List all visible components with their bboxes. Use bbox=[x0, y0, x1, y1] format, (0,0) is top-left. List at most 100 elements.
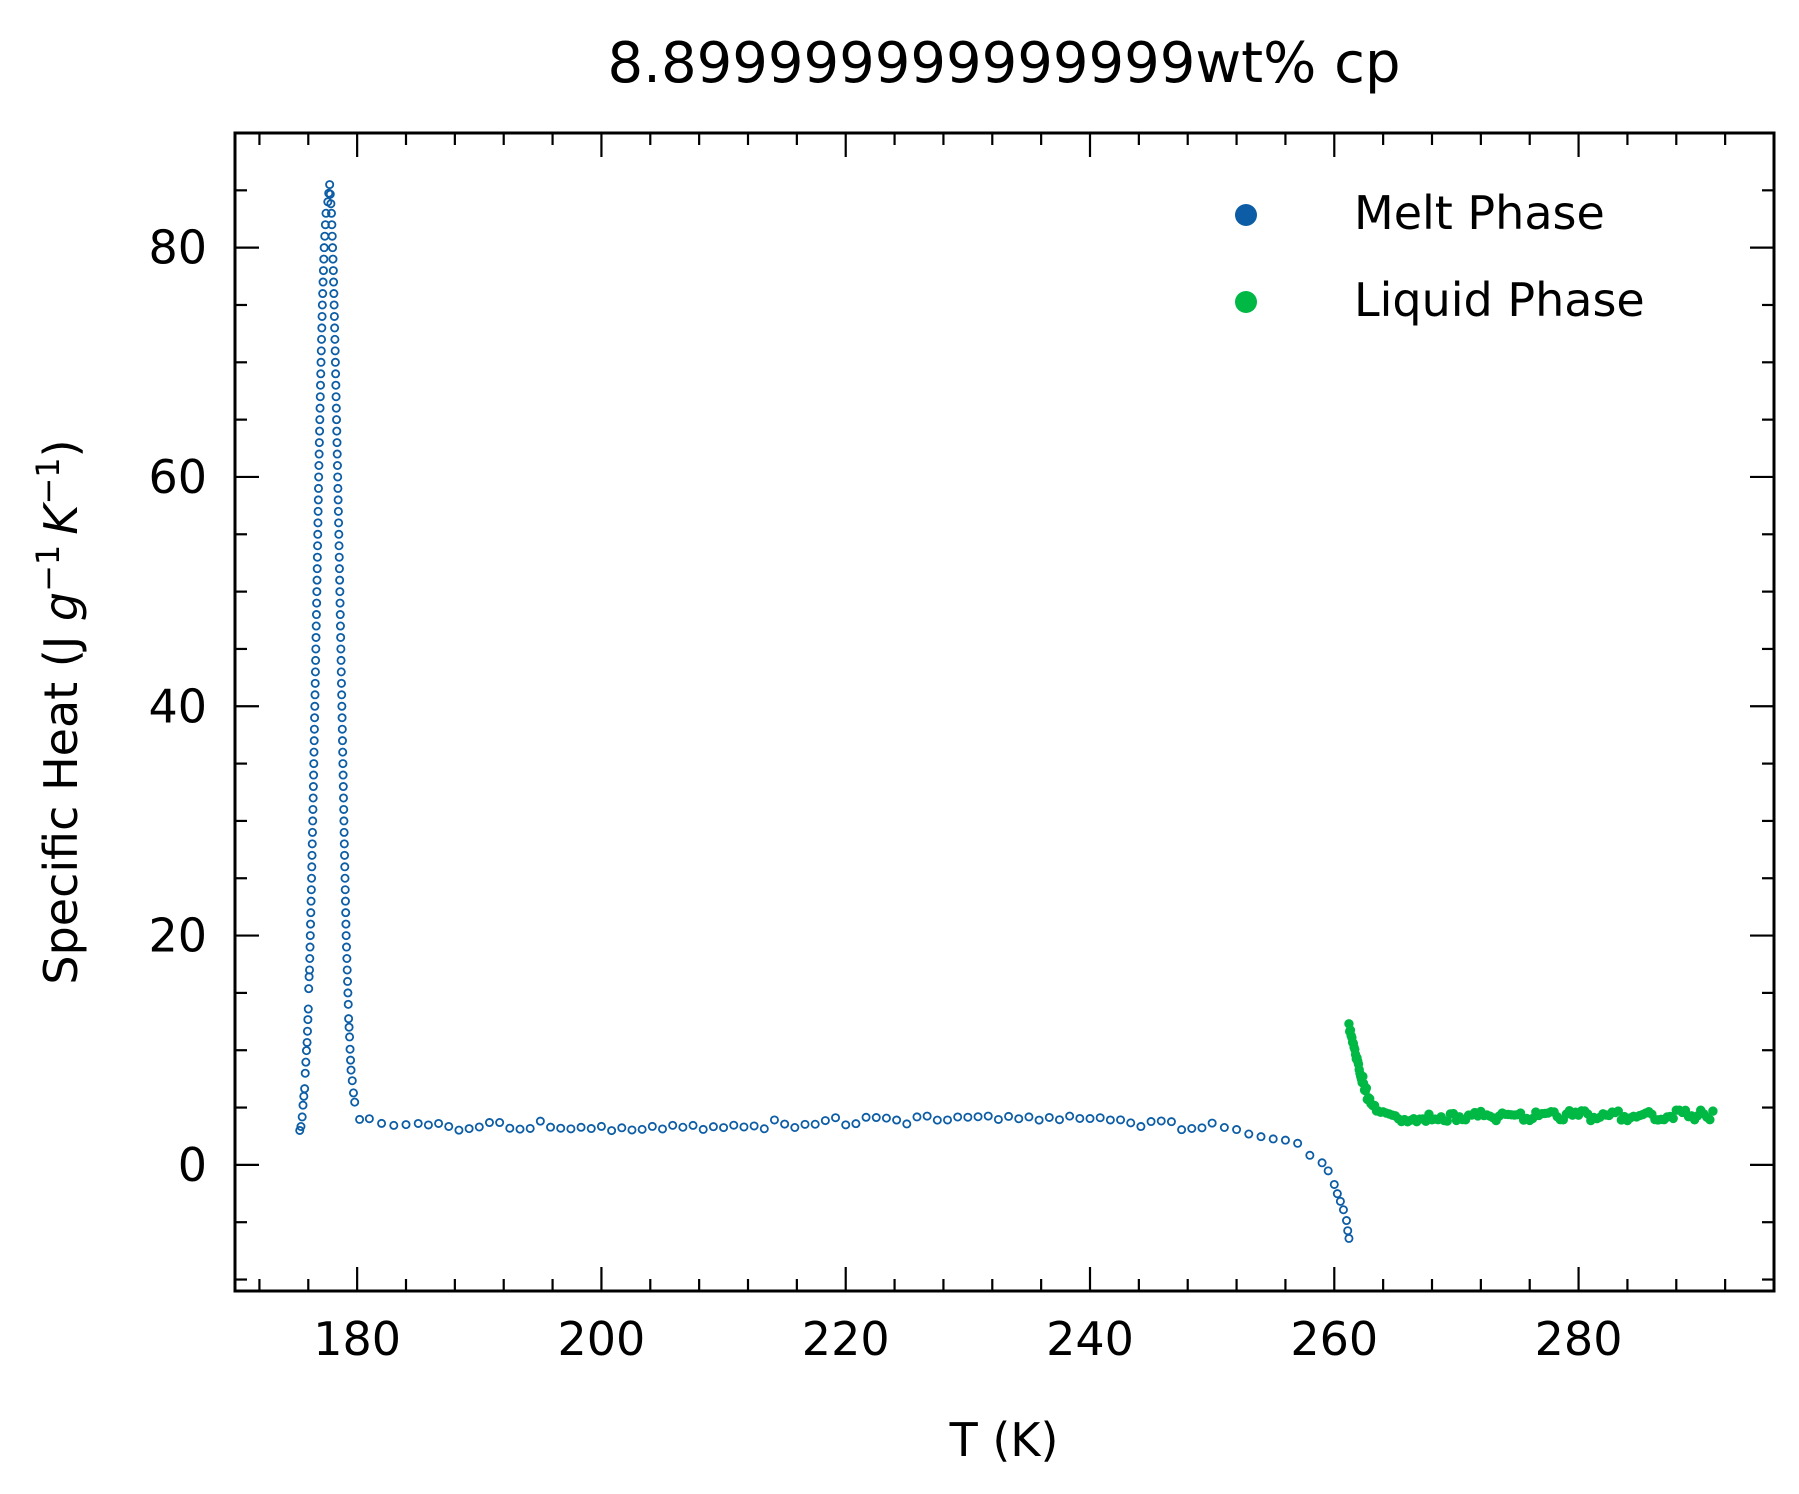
data-point bbox=[1075, 1113, 1085, 1123]
data-point bbox=[337, 724, 347, 734]
data-point bbox=[1197, 1123, 1207, 1133]
data-point bbox=[340, 862, 350, 872]
data-point bbox=[319, 254, 329, 264]
x-tick-label: 240 bbox=[1046, 1312, 1134, 1366]
data-point bbox=[316, 369, 326, 379]
data-point bbox=[790, 1123, 800, 1133]
data-point bbox=[334, 552, 344, 562]
data-point bbox=[311, 644, 321, 654]
data-point bbox=[1293, 1138, 1303, 1148]
data-point bbox=[364, 1114, 374, 1124]
data-point bbox=[317, 311, 327, 321]
data-point bbox=[342, 954, 352, 964]
tick-layer bbox=[235, 133, 1774, 1291]
data-point bbox=[327, 220, 337, 230]
data-point bbox=[336, 667, 346, 677]
data-point bbox=[335, 621, 345, 631]
data-point bbox=[300, 1068, 310, 1078]
data-point bbox=[331, 392, 341, 402]
data-point bbox=[1705, 1114, 1715, 1125]
data-point bbox=[336, 632, 346, 642]
data-point bbox=[334, 518, 344, 528]
data-point bbox=[312, 564, 322, 574]
data-point bbox=[1054, 1115, 1064, 1125]
data-point bbox=[326, 208, 336, 218]
data-point bbox=[313, 483, 323, 493]
data-point bbox=[338, 747, 348, 757]
data-point bbox=[401, 1120, 411, 1130]
data-point bbox=[305, 931, 315, 941]
data-point bbox=[892, 1115, 902, 1125]
data-point bbox=[881, 1113, 891, 1123]
data-point bbox=[302, 1037, 312, 1047]
data-point bbox=[339, 793, 349, 803]
data-point bbox=[831, 1113, 841, 1123]
data-point bbox=[313, 518, 323, 528]
y-axis-label-close: ) bbox=[34, 439, 88, 457]
data-point bbox=[339, 839, 349, 849]
data-point bbox=[902, 1119, 912, 1129]
data-point bbox=[1034, 1115, 1044, 1125]
data-point bbox=[328, 266, 338, 276]
data-point bbox=[607, 1126, 617, 1136]
data-point bbox=[617, 1123, 627, 1133]
data-point bbox=[346, 1065, 356, 1075]
y-axis-label-exp2: −1 bbox=[29, 457, 67, 504]
data-point bbox=[330, 323, 340, 333]
x-tick-label: 280 bbox=[1535, 1312, 1623, 1366]
data-point bbox=[413, 1118, 423, 1128]
data-point bbox=[340, 885, 350, 895]
data-point bbox=[1332, 1189, 1342, 1199]
data-point bbox=[347, 1076, 357, 1086]
data-point bbox=[1136, 1122, 1146, 1132]
data-point bbox=[332, 415, 342, 425]
x-tick-label: 200 bbox=[558, 1312, 646, 1366]
data-point bbox=[310, 678, 320, 688]
data-point bbox=[316, 346, 326, 356]
data-point bbox=[780, 1119, 790, 1129]
data-point bbox=[344, 1014, 354, 1024]
legend-marker-melt bbox=[1235, 204, 1257, 226]
data-point bbox=[1343, 1226, 1353, 1236]
data-point bbox=[334, 564, 344, 574]
data-point bbox=[312, 598, 322, 608]
data-point bbox=[1342, 1216, 1352, 1226]
data-point bbox=[343, 976, 353, 986]
data-point bbox=[331, 369, 341, 379]
data-point bbox=[698, 1124, 708, 1134]
data-point bbox=[318, 266, 328, 276]
x-axis-label: T (K) bbox=[949, 1413, 1059, 1467]
data-point bbox=[317, 300, 327, 310]
series-melt-phase bbox=[295, 180, 1354, 1243]
data-point bbox=[308, 816, 318, 826]
data-point bbox=[339, 804, 349, 814]
data-point bbox=[309, 759, 319, 769]
legend-label-liquid: Liquid Phase bbox=[1354, 273, 1645, 327]
data-point bbox=[566, 1124, 576, 1134]
data-point bbox=[668, 1120, 678, 1130]
data-point bbox=[505, 1123, 515, 1133]
data-point bbox=[340, 850, 350, 860]
data-point bbox=[800, 1119, 810, 1129]
data-point bbox=[335, 598, 345, 608]
data-point bbox=[341, 942, 351, 952]
data-point bbox=[1219, 1123, 1229, 1133]
data-point bbox=[1338, 1205, 1348, 1215]
data-point bbox=[1044, 1112, 1054, 1122]
data-point bbox=[749, 1121, 759, 1131]
data-point bbox=[1305, 1150, 1315, 1160]
data-point bbox=[444, 1121, 454, 1131]
data-point bbox=[303, 1015, 313, 1025]
data-point bbox=[1335, 1196, 1345, 1206]
data-point bbox=[340, 896, 350, 906]
data-point bbox=[308, 804, 318, 814]
data-point bbox=[309, 770, 319, 780]
data-point bbox=[330, 346, 340, 356]
data-point bbox=[1085, 1114, 1095, 1124]
data-point bbox=[344, 1022, 354, 1032]
data-point bbox=[1187, 1124, 1197, 1134]
data-point bbox=[308, 793, 318, 803]
data-point bbox=[346, 1055, 356, 1065]
data-point bbox=[328, 254, 338, 264]
data-point bbox=[627, 1125, 637, 1135]
